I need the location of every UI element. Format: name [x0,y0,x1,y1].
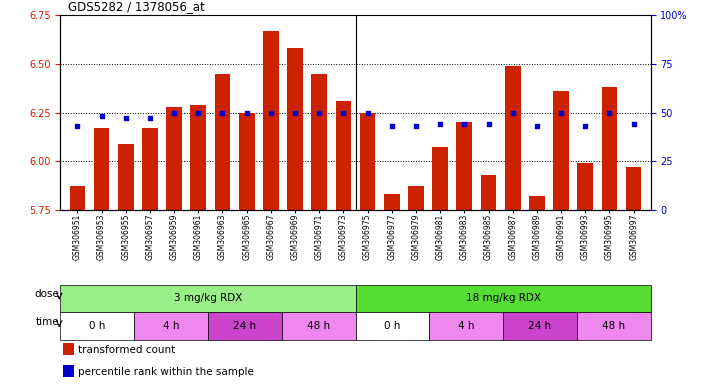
Text: dose: dose [34,289,59,299]
Point [241,109,252,116]
Point [169,109,180,116]
Bar [215,74,230,210]
Text: 24 h: 24 h [233,321,257,331]
Text: time: time [36,317,59,327]
Bar [263,31,279,210]
Bar [208,312,282,340]
Point [483,121,494,127]
Bar [432,147,448,210]
Text: GDS5282 / 1378056_at: GDS5282 / 1378056_at [68,0,204,13]
Point [604,109,615,116]
Bar [94,128,109,210]
Bar [63,343,74,355]
Point [386,123,397,129]
Bar [356,312,429,340]
Bar [602,87,617,210]
Text: 4 h: 4 h [163,321,179,331]
Point [314,109,325,116]
Text: 18 mg/kg RDX: 18 mg/kg RDX [466,293,540,303]
Text: 48 h: 48 h [307,321,330,331]
Bar [311,74,327,210]
Point [555,109,567,116]
Bar [142,128,158,210]
Bar [503,312,577,340]
Point [628,121,639,127]
Bar [239,113,255,210]
Point [410,123,422,129]
Bar [481,175,496,210]
Bar [626,167,641,210]
Point [217,109,228,116]
Text: transformed count: transformed count [78,344,176,354]
Text: 0 h: 0 h [89,321,105,331]
Text: 3 mg/kg RDX: 3 mg/kg RDX [173,293,242,303]
Point [434,121,446,127]
Point [144,115,156,121]
Bar [529,196,545,210]
Bar [287,48,303,210]
Bar [408,186,424,210]
Bar [456,122,472,210]
Bar [70,186,85,210]
Point [507,109,518,116]
Bar [166,107,182,210]
Text: 24 h: 24 h [528,321,552,331]
Bar [282,312,356,340]
Point [265,109,277,116]
Point [579,123,591,129]
Point [72,123,83,129]
Bar [384,194,400,210]
Point [289,109,301,116]
Bar [577,312,651,340]
Point [96,113,107,119]
Bar [134,312,208,340]
Bar [577,163,593,210]
Bar [60,312,134,340]
Text: 48 h: 48 h [602,321,625,331]
Point [531,123,542,129]
Bar [191,105,206,210]
Point [362,109,373,116]
Bar [356,285,651,312]
Point [459,121,470,127]
Point [193,109,204,116]
Bar [63,366,74,377]
Bar [429,312,503,340]
Bar [553,91,569,210]
Bar [60,285,356,312]
Bar [336,101,351,210]
Bar [118,144,134,210]
Text: percentile rank within the sample: percentile rank within the sample [78,367,254,377]
Text: 4 h: 4 h [458,321,474,331]
Text: 0 h: 0 h [384,321,400,331]
Bar [360,113,375,210]
Point [120,115,132,121]
Point [338,109,349,116]
Bar [505,66,520,210]
